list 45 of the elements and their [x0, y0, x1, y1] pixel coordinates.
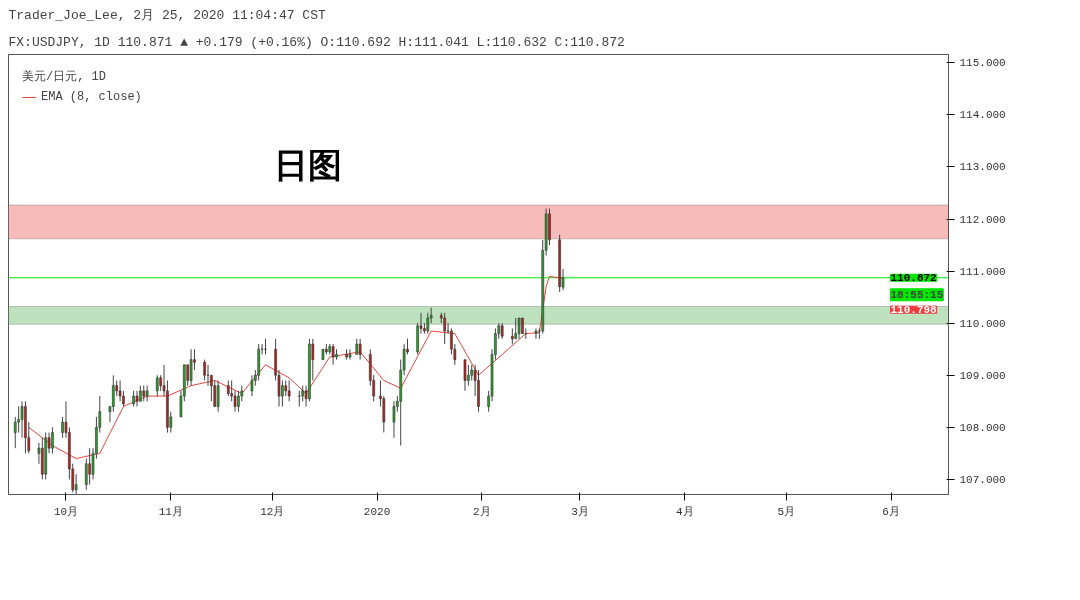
- chart-subtitle: FX:USDJPY, 1D 110.871 ▲ +0.179 (+0.16%) O:110.692 H:111.041 L:110.632 C:110.872: [8, 34, 625, 50]
- chart-title: Trader_Joe_Lee, 2月 25, 2020 11:04:47 CST: [8, 7, 326, 23]
- y-tick-label: 114.000: [959, 109, 1006, 122]
- candlestick: [443, 312, 446, 345]
- annotation: 18:55:15: [890, 288, 944, 301]
- candlestick: [216, 379, 220, 413]
- candlestick: [206, 364, 210, 387]
- candlestick: [61, 416, 64, 439]
- y-tick-label: 109.000: [959, 369, 1006, 382]
- candlestick: [213, 379, 217, 407]
- candlestick: [534, 327, 538, 340]
- legend-label: EMA (8, close): [41, 90, 142, 104]
- annotation: 日图: [273, 144, 342, 185]
- candlestick: [426, 312, 430, 335]
- legend-title: 美元/日元, 1D: [22, 69, 107, 85]
- candlestick: [88, 447, 91, 486]
- x-tick-label: 2月: [473, 505, 491, 518]
- candlestick: [189, 348, 193, 387]
- candlestick: [392, 400, 396, 439]
- y-tick-label: 115.000: [959, 57, 1006, 70]
- y-tick-label: 107.000: [959, 473, 1006, 486]
- y-tick-label: 113.000: [959, 161, 1006, 174]
- x-tick-label: 10月: [53, 505, 79, 518]
- candlestick: [237, 390, 240, 413]
- x-tick-label: 6月: [882, 505, 900, 518]
- x-tick-label: 5月: [777, 505, 796, 518]
- x-tick-label: 2020: [363, 505, 391, 518]
- annotation: 110.798: [890, 304, 938, 317]
- candlestick: [20, 400, 24, 439]
- candlestick: [155, 374, 159, 397]
- ref-line-label: 110.872: [890, 272, 937, 285]
- candlestick: [281, 379, 284, 407]
- candlestick: [112, 374, 115, 413]
- y-tick-label: 111.000: [959, 265, 1006, 278]
- candlestick: [463, 359, 467, 392]
- y-tick-label: 108.000: [959, 421, 1006, 434]
- y-tick-label: 110.000: [959, 317, 1006, 330]
- candlestick: [514, 317, 518, 340]
- x-tick-label: 3月: [571, 505, 589, 518]
- y-tick-label: 112.000: [959, 213, 1006, 226]
- x-tick-label: 4月: [675, 505, 694, 518]
- x-tick-label: 12月: [260, 505, 285, 518]
- x-tick-label: 11月: [158, 505, 183, 518]
- candlestick: [51, 426, 54, 454]
- candlestick: [250, 374, 254, 397]
